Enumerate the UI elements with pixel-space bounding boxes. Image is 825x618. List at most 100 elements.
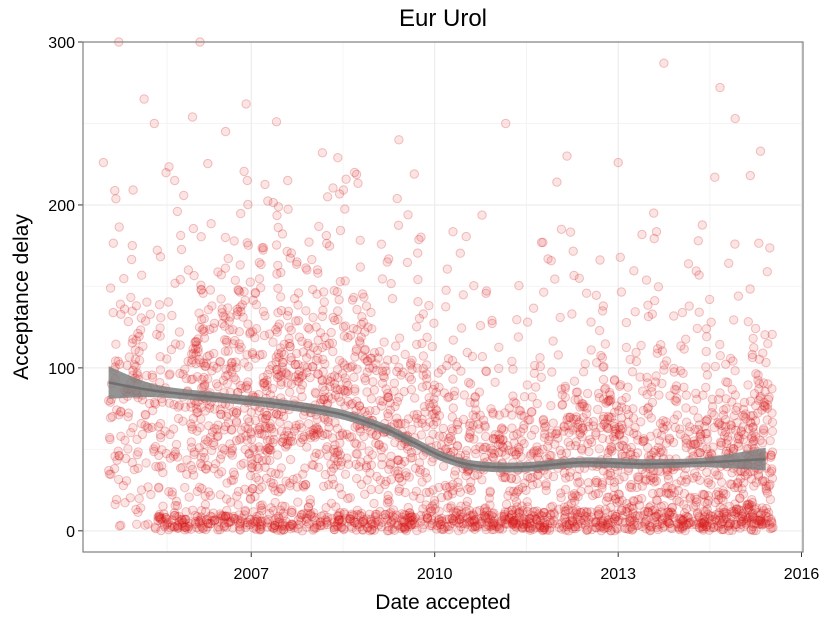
data-point xyxy=(503,490,513,501)
data-point xyxy=(254,274,265,284)
data-point xyxy=(272,450,283,460)
data-point xyxy=(291,423,301,433)
data-point xyxy=(356,457,366,467)
data-point xyxy=(137,429,148,440)
data-point xyxy=(383,392,394,403)
data-point xyxy=(285,454,296,465)
data-point xyxy=(313,425,324,435)
data-point xyxy=(157,397,168,407)
data-point xyxy=(189,449,199,460)
data-point xyxy=(694,270,704,280)
data-point xyxy=(288,474,298,485)
data-point xyxy=(448,227,458,237)
data-point xyxy=(220,263,231,273)
data-point xyxy=(254,484,264,495)
data-point xyxy=(118,480,129,491)
data-point xyxy=(136,325,146,335)
data-point xyxy=(681,403,691,413)
data-point xyxy=(407,452,418,463)
data-point xyxy=(487,318,497,329)
data-point xyxy=(108,238,119,248)
data-point xyxy=(213,431,223,441)
data-point xyxy=(276,292,286,302)
data-point xyxy=(207,512,217,522)
data-point xyxy=(243,377,253,387)
data-point xyxy=(309,431,319,441)
data-point xyxy=(434,482,444,493)
data-point xyxy=(156,525,166,536)
data-point xyxy=(254,257,264,268)
data-point xyxy=(215,454,226,464)
data-point xyxy=(232,310,242,320)
data-point xyxy=(385,458,395,468)
data-point xyxy=(123,408,134,418)
data-point xyxy=(280,501,290,512)
data-point xyxy=(385,398,395,408)
data-point xyxy=(721,404,731,414)
data-point xyxy=(418,351,429,361)
data-point xyxy=(334,355,345,366)
data-point xyxy=(270,497,280,508)
data-point xyxy=(371,359,381,369)
data-point xyxy=(128,334,138,344)
data-point xyxy=(186,374,197,385)
data-point xyxy=(167,487,178,497)
data-point xyxy=(271,409,282,419)
data-point xyxy=(449,390,459,401)
data-point xyxy=(335,225,346,236)
data-point xyxy=(264,442,275,453)
data-point xyxy=(206,219,216,229)
data-point xyxy=(310,452,320,462)
data-point xyxy=(470,521,480,532)
data-point xyxy=(233,486,244,497)
data-point xyxy=(767,417,778,428)
data-point xyxy=(597,306,608,316)
data-point xyxy=(114,450,124,461)
data-point xyxy=(285,481,295,491)
data-point xyxy=(675,429,686,439)
data-point xyxy=(336,457,347,467)
data-point xyxy=(261,445,271,455)
data-point xyxy=(330,390,341,400)
data-point xyxy=(271,357,281,367)
data-point xyxy=(393,469,403,479)
data-point xyxy=(294,332,305,342)
data-point xyxy=(149,397,160,408)
data-point xyxy=(218,375,229,385)
data-point xyxy=(394,484,405,494)
data-point xyxy=(277,367,287,377)
data-point xyxy=(235,287,245,297)
data-point xyxy=(123,444,133,454)
data-point xyxy=(111,494,122,505)
data-point xyxy=(227,450,238,460)
data-point xyxy=(298,370,308,380)
data-point xyxy=(593,404,603,415)
data-point xyxy=(243,240,254,251)
data-point xyxy=(127,240,138,251)
data-point xyxy=(112,455,122,465)
data-point xyxy=(297,336,307,346)
data-point xyxy=(324,241,335,251)
data-point xyxy=(147,372,158,383)
data-point xyxy=(199,324,209,334)
data-point xyxy=(599,523,609,534)
data-point xyxy=(701,324,712,334)
y-tick-label: 0 xyxy=(66,524,75,541)
data-point xyxy=(187,355,197,365)
data-point xyxy=(323,480,334,490)
data-point xyxy=(453,424,463,435)
data-point xyxy=(427,341,437,352)
data-point xyxy=(129,464,140,475)
data-point xyxy=(356,441,367,451)
data-point xyxy=(133,328,143,339)
data-point xyxy=(727,507,737,517)
data-point xyxy=(321,340,331,351)
data-point xyxy=(500,473,511,483)
data-point xyxy=(263,514,273,525)
data-point xyxy=(754,238,764,248)
data-point xyxy=(289,426,299,436)
data-point xyxy=(391,510,401,520)
data-point xyxy=(367,324,377,334)
data-point xyxy=(245,493,256,503)
data-point xyxy=(312,429,322,439)
